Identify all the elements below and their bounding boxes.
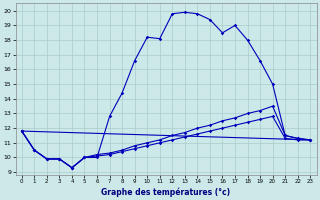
- X-axis label: Graphe des températures (°c): Graphe des températures (°c): [101, 187, 231, 197]
